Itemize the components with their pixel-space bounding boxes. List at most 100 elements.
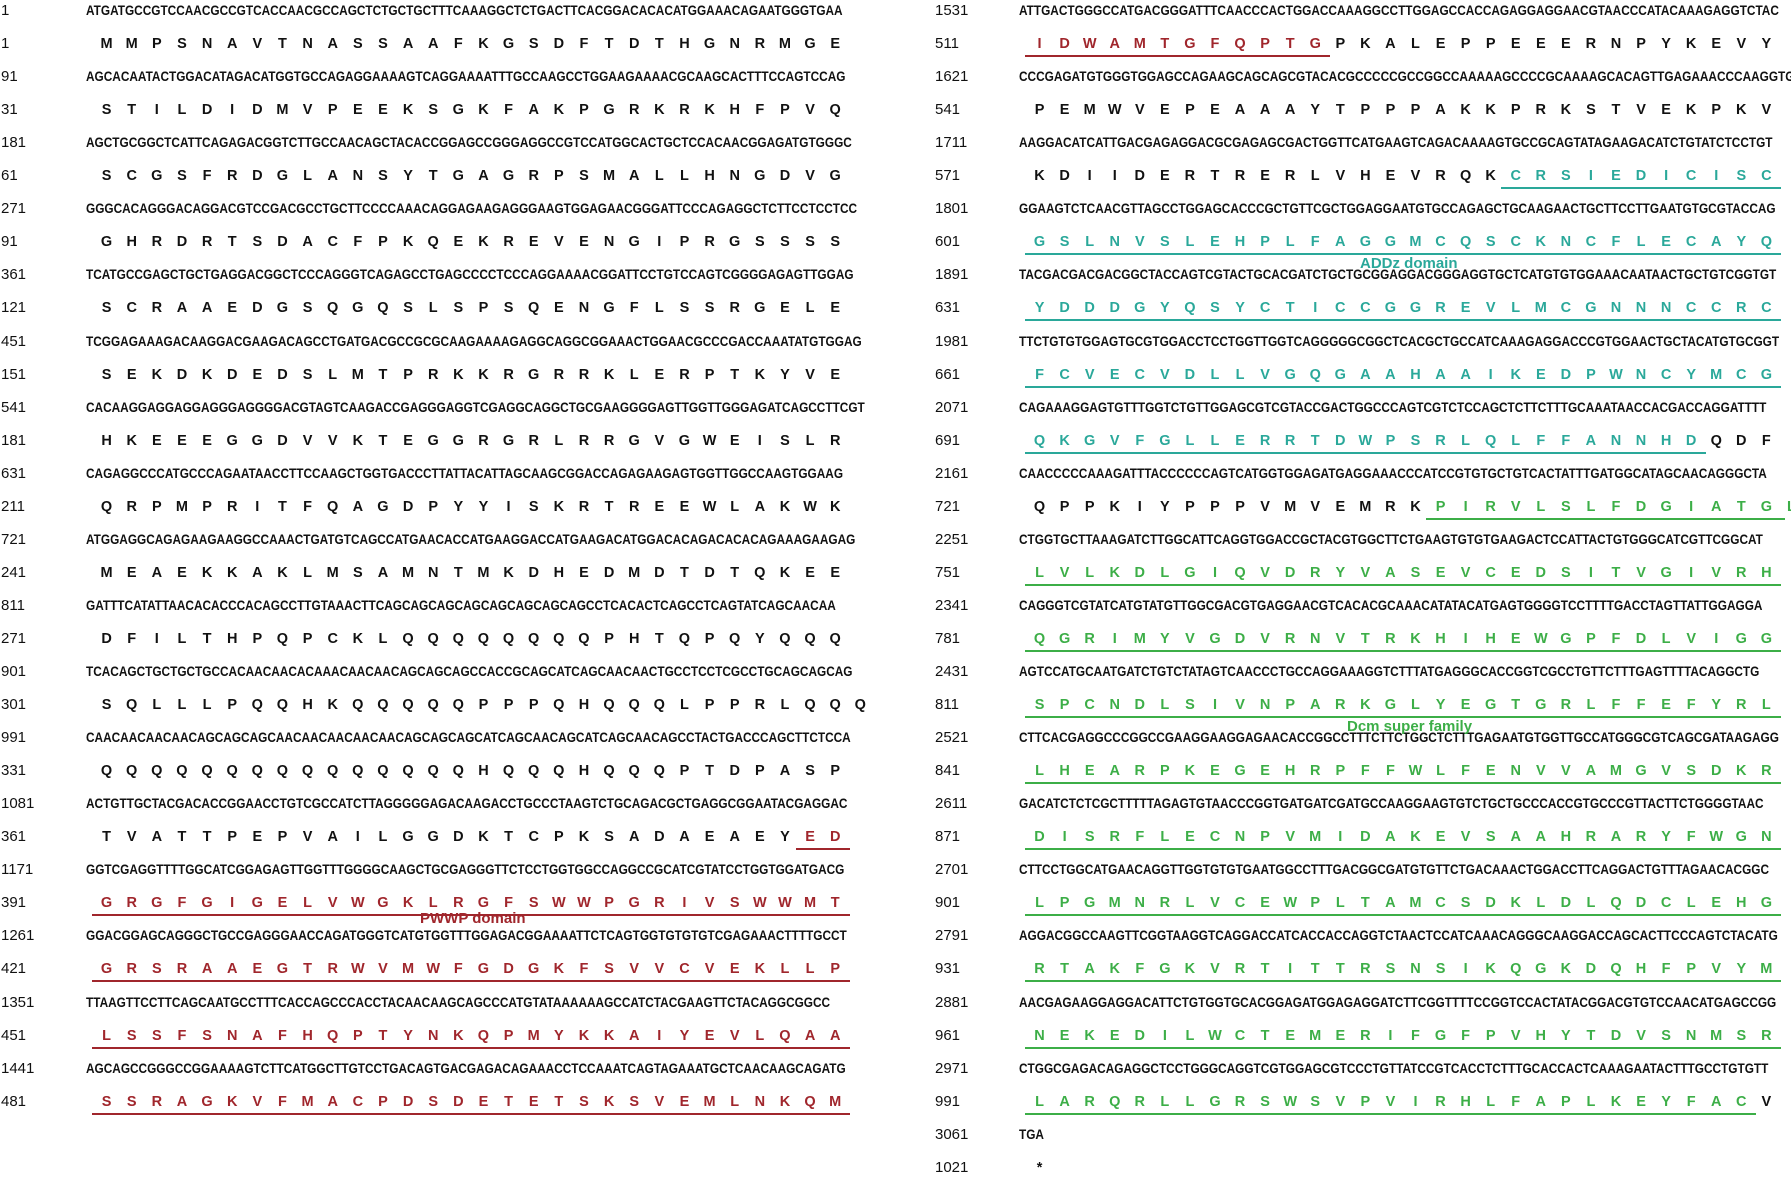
amino-acid: Q — [477, 1027, 490, 1044]
amino-acid: P — [378, 1093, 388, 1110]
amino-acid: V — [704, 961, 715, 978]
amino-acid-position: 961 — [935, 1026, 961, 1044]
amino-acid: F — [1561, 432, 1571, 449]
amino-acid: T — [680, 564, 689, 581]
amino-acid-position: 421 — [1, 960, 27, 978]
amino-acid: Y — [780, 829, 790, 846]
amino-acid: P — [1335, 36, 1346, 52]
amino-acid: F — [1210, 36, 1220, 52]
amino-acid: Y — [1661, 1093, 1671, 1110]
nucleotide-sequence: TCACAGCTGCTGCTGCCACAACAACACAAACAACAACAGC… — [86, 664, 853, 679]
nucleotide-position: 1981 — [935, 332, 969, 350]
nucleotide-sequence: CTGGTGCTTAAAGATCTTGGCATTCAGGTGGACCGCTACG… — [1019, 531, 1763, 547]
amino-acid: F — [1536, 432, 1546, 449]
amino-acid: E — [830, 300, 841, 317]
amino-acid: S — [754, 234, 765, 251]
nucleotide-position: 2341 — [935, 596, 969, 614]
amino-acid: Q — [151, 763, 163, 780]
amino-acid: P — [1711, 102, 1722, 119]
amino-acid: K — [478, 829, 489, 846]
nucleotide-sequence: CAGAAAGGAGTGTTTGGTCTGTTGGAGCGTCGTACCGACT… — [1019, 399, 1767, 415]
amino-acid: G — [1159, 432, 1171, 449]
amino-acid: N — [1610, 432, 1622, 449]
amino-acid: E — [1661, 234, 1671, 251]
amino-acid: P — [1260, 234, 1270, 251]
amino-acid: G — [100, 895, 113, 912]
amino-acid-position: 331 — [1, 762, 27, 780]
amino-acid: L — [1210, 432, 1220, 449]
amino-acid: S — [780, 432, 790, 449]
amino-acid: P — [729, 697, 740, 713]
amino-acid: E — [528, 1093, 539, 1110]
amino-acid: S — [528, 895, 539, 912]
amino-acid: V — [1535, 763, 1546, 780]
amino-acid: D — [1134, 168, 1146, 185]
amino-acid: W — [1709, 829, 1724, 846]
amino-acid: R — [226, 168, 238, 185]
amino-acid: P — [1385, 432, 1396, 449]
amino-acid-position: 541 — [935, 101, 961, 119]
amino-acid: V — [1636, 1027, 1646, 1044]
amino-acid: T — [227, 234, 237, 251]
amino-acid-position: 211 — [1, 497, 25, 515]
amino-acid: T — [1335, 102, 1345, 119]
amino-acid: T — [102, 829, 111, 846]
amino-acid: V — [1335, 630, 1346, 647]
amino-acid: R — [1084, 1093, 1095, 1110]
amino-acid: E — [1059, 102, 1070, 119]
amino-acid: P — [1059, 697, 1070, 713]
domain-underline — [1025, 451, 1706, 454]
amino-acid-position: 721 — [935, 497, 961, 515]
amino-acid: L — [1035, 564, 1044, 581]
domain-underline — [1025, 848, 1781, 851]
amino-acid: I — [1463, 630, 1468, 647]
amino-acid: S — [1310, 1093, 1321, 1110]
amino-acid: V — [1084, 366, 1095, 383]
amino-acid: G — [1033, 234, 1046, 251]
nucleotide-position: 451 — [1, 332, 27, 350]
amino-acid: E — [453, 234, 464, 251]
amino-acid: E — [1510, 564, 1521, 581]
amino-acid: D — [1134, 697, 1146, 713]
amino-acid: E — [1210, 102, 1220, 119]
amino-acid: C — [1259, 300, 1271, 317]
amino-acid: R — [1159, 895, 1171, 912]
amino-acid: L — [1586, 498, 1596, 515]
amino-acid: M — [778, 36, 791, 52]
amino-acid: Q — [427, 763, 439, 780]
amino-acid: F — [1035, 366, 1044, 383]
amino-acid: K — [553, 102, 565, 119]
amino-acid: D — [1134, 1027, 1146, 1044]
amino-acid: D — [1284, 564, 1296, 581]
amino-acid: K — [1485, 961, 1496, 978]
nucleotide-sequence: AACGAGAAGGAGGACATTCTGTGGTGCACGGAGATGGAGA… — [1019, 994, 1777, 1010]
amino-acid: G — [100, 234, 113, 251]
nucleotide-sequence: TCATGCCGAGCTGCTGAGGACGGCTCCCAGGGTCAGAGCC… — [86, 267, 854, 283]
amino-acid: T — [202, 630, 212, 647]
amino-acid: S — [1385, 961, 1396, 978]
amino-acid: R — [1585, 36, 1597, 52]
amino-acid: S — [1185, 697, 1195, 713]
amino-acid: S — [1410, 564, 1421, 581]
amino-acid: Q — [1109, 1093, 1121, 1110]
amino-acid: P — [1435, 498, 1446, 515]
amino-acid: A — [352, 498, 364, 515]
amino-acid: G — [502, 168, 515, 185]
amino-acid: D — [1134, 564, 1146, 581]
amino-acid: E — [1711, 895, 1722, 912]
amino-acid: T — [1210, 168, 1220, 185]
amino-acid: N — [603, 234, 615, 251]
amino-acid: S — [1561, 564, 1571, 581]
nucleotide-sequence: CCCGAGATGTGGGTGGAGCCAGAAGCAGCAGCGTACACGC… — [1019, 69, 1791, 85]
amino-acid: C — [1736, 366, 1747, 383]
amino-acid: I — [657, 234, 662, 251]
amino-acid: E — [528, 234, 539, 251]
amino-acid-position: 31 — [1, 101, 18, 119]
amino-acid: R — [151, 234, 163, 251]
amino-acid: A — [327, 168, 338, 185]
amino-acid: L — [680, 697, 689, 713]
